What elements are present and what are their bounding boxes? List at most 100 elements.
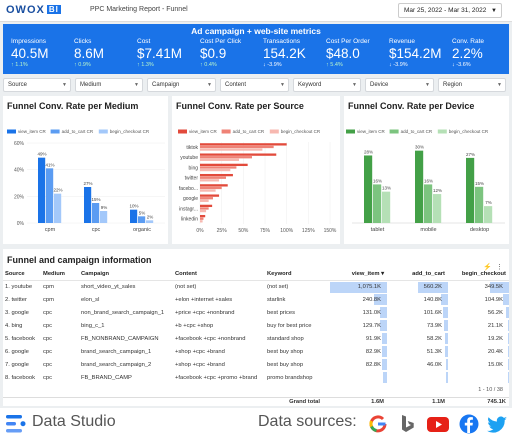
legend-label: add_to_cart CR xyxy=(233,129,265,134)
medium-chart: view_item CR add_to_cart CR begin_checkout… xyxy=(7,129,165,233)
filter-region[interactable]: Region ▼ xyxy=(438,78,506,92)
table-cell: elon_sl xyxy=(81,296,100,303)
bar-value-label: 27% xyxy=(466,152,475,157)
metric-card: Clicks 8.6M ↑ 0.9% xyxy=(74,38,137,68)
grand-total-row: Grand total 1.6M 1.1M 745.1K xyxy=(3,396,509,407)
chevron-down-icon: ▼ xyxy=(425,82,430,88)
table-cell: 4. bing xyxy=(5,322,23,329)
cell-bar xyxy=(490,281,509,293)
legend-swatch xyxy=(98,129,108,134)
legend-item: begin_checkout CR xyxy=(437,129,489,134)
table-cell: 101.6K xyxy=(423,309,442,316)
metric-card: Revenue $154.2M ↓ -3.9% xyxy=(389,38,452,68)
metric-delta: ↑ 1.1% xyxy=(11,62,28,68)
grand-total-label: Grand total xyxy=(289,399,320,406)
table-cell-wrap: 56.2K xyxy=(448,306,509,319)
cell-bar xyxy=(381,333,387,344)
bar xyxy=(84,187,92,223)
cell-bar xyxy=(374,294,387,305)
legend-swatch xyxy=(7,129,16,134)
table-cell-wrap: cpc xyxy=(41,319,79,332)
column-header[interactable]: view_item ▾ xyxy=(326,269,387,281)
legend-label: view_item CR xyxy=(18,129,47,134)
table-cell-wrap: 58.2K xyxy=(387,332,448,345)
table-header-row: Source Medium Campaign Content Keyword view_i… xyxy=(3,269,509,281)
table-cell: 104.9K xyxy=(484,296,503,303)
table-cell: 19.2K xyxy=(487,335,503,342)
table-row: 5. facebook cpc FB_NONBRAND_CAMPAIGN +faceb… xyxy=(3,332,509,345)
table-cell-wrap: 46.0K xyxy=(387,358,448,371)
table-cell: 6. google xyxy=(5,348,29,355)
table-cell-wrap: starlink xyxy=(265,293,326,306)
y-tick-label: bing xyxy=(189,165,199,171)
filter-content[interactable]: Content ▼ xyxy=(220,78,289,92)
metric-value: $48.0 xyxy=(326,46,360,61)
legend-item: view_item CR xyxy=(7,129,47,134)
grand-total-value: 1.6M xyxy=(371,399,384,406)
bar-value-label: 41% xyxy=(45,162,54,167)
table-cell: 140.8K xyxy=(423,296,442,303)
filter-medium[interactable]: Medium ▼ xyxy=(75,78,143,92)
bar-value-label: 16% xyxy=(424,178,433,183)
table-cell-wrap: 560.2K xyxy=(387,280,448,293)
bolt-icon[interactable]: ⚡ xyxy=(483,264,493,271)
table-cell: 2. twitter xyxy=(5,296,27,303)
table-cell: +facebook +cpc +nonbrand xyxy=(175,335,246,342)
legend-label: begin_checkout CR xyxy=(110,129,150,134)
table-cell: 73.9K xyxy=(426,322,442,329)
table-cell: brand_search_campaign_1 xyxy=(81,348,152,355)
table-cell-wrap: 349.5K xyxy=(448,280,509,293)
bar xyxy=(200,184,228,187)
filter-keyword[interactable]: Keyword ▼ xyxy=(293,78,361,92)
metrics-title: Ad campaign + web-site metrics xyxy=(191,26,321,36)
data-sources-label: Data sources: xyxy=(258,413,357,430)
bar-value-label: 15% xyxy=(475,181,484,186)
table-cell-wrap: 19.2K xyxy=(448,332,509,345)
table-cell: 1,075.1K xyxy=(357,283,381,290)
column-header[interactable]: begin_checkout xyxy=(448,269,509,281)
cell-bar xyxy=(503,294,509,305)
date-range-picker[interactable]: Mar 25, 2022 - Mar 31, 2022 ▼ xyxy=(398,3,502,18)
filter-device[interactable]: Device ▼ xyxy=(365,78,434,92)
table-cell: cpc xyxy=(43,374,53,381)
chart-title: Funnel Conv. Rate per Device xyxy=(348,101,475,111)
bar-value-label: 5% xyxy=(139,210,146,215)
table-cell: cpm xyxy=(43,296,54,303)
legend-item: begin_checkout CR xyxy=(98,129,150,134)
filter-source[interactable]: Source ▼ xyxy=(3,78,71,92)
table-cell: 7. google xyxy=(5,361,29,368)
table-cell-wrap: 240.8K xyxy=(326,293,387,306)
bar-value-label: 28% xyxy=(364,149,373,154)
cell-bar xyxy=(330,281,387,293)
bar xyxy=(200,158,239,161)
column-header[interactable]: add_to_cart xyxy=(387,269,448,281)
y-tick-label: instagr... xyxy=(179,206,198,212)
x-tick-label: 125% xyxy=(302,228,315,234)
more-vert-icon[interactable]: ⋮ xyxy=(496,264,503,271)
table-cell: FB_BRAND_CAMP xyxy=(81,374,132,381)
metric-value: $0.9 xyxy=(200,46,227,61)
x-tick-label: 75% xyxy=(260,228,271,234)
cell-bar xyxy=(507,333,509,344)
table-cell: promo brandshop xyxy=(267,374,313,381)
data-studio-icon xyxy=(6,415,26,433)
x-tick-label: cpc xyxy=(92,227,101,233)
filter-label: Content xyxy=(225,82,247,88)
legend-item: add_to_cart CR xyxy=(389,129,433,134)
bar xyxy=(46,168,54,223)
table-cell: cpc xyxy=(43,335,53,342)
cell-bar xyxy=(508,372,509,383)
table-cell-wrap: 1. youtube xyxy=(3,280,41,293)
bar xyxy=(373,184,382,223)
filter-campaign[interactable]: Campaign ▼ xyxy=(147,78,216,92)
metric-card: Cost Per Order $48.0 ↑ 5.4% xyxy=(326,38,389,68)
table-cell-wrap: cpc xyxy=(41,371,79,384)
table-cell: 21.1K xyxy=(487,322,503,329)
legend-swatch xyxy=(221,129,231,134)
x-tick-label: 150% xyxy=(324,228,337,234)
bar xyxy=(200,166,237,169)
table-cell-wrap xyxy=(326,371,387,384)
table-cell: 8. facebook xyxy=(5,374,35,381)
table-cell-wrap: 91.9K xyxy=(326,332,387,345)
table-cell: 349.5K xyxy=(484,283,503,290)
